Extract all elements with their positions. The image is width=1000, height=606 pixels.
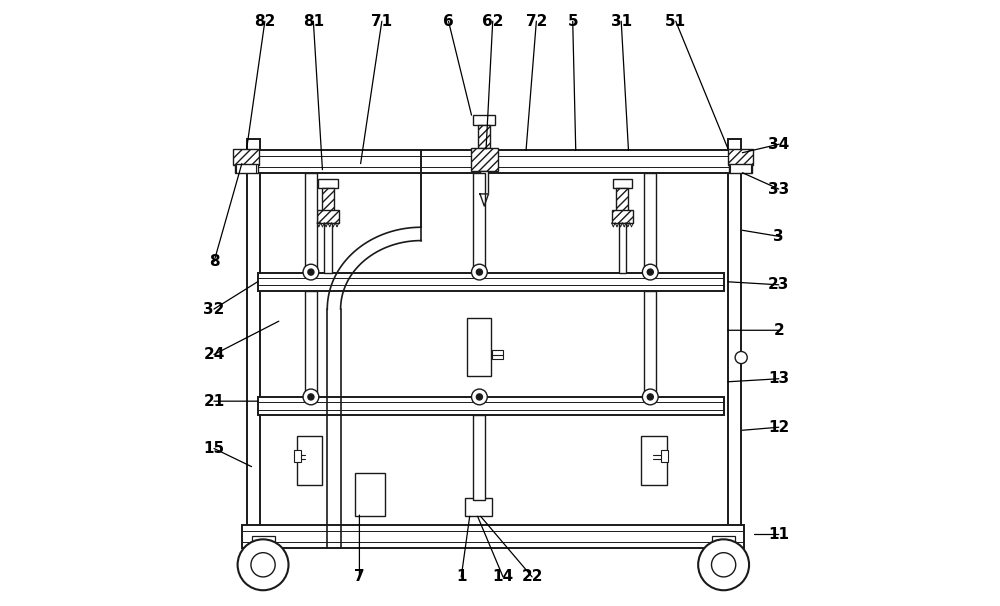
Bar	[612, 210, 633, 223]
Bar	[728, 139, 741, 536]
Text: 31: 31	[611, 14, 632, 28]
Circle shape	[472, 264, 487, 280]
Bar	[712, 536, 735, 545]
Text: 24: 24	[203, 347, 225, 362]
Bar	[324, 223, 332, 273]
Bar	[613, 179, 632, 188]
Bar	[713, 545, 718, 554]
Text: 22: 22	[521, 570, 543, 584]
Circle shape	[251, 553, 275, 577]
Text: 6: 6	[443, 14, 454, 28]
Circle shape	[303, 264, 319, 280]
Bar	[644, 291, 656, 397]
Bar	[258, 397, 724, 415]
Bar	[252, 536, 275, 545]
Circle shape	[472, 389, 487, 405]
Bar	[305, 291, 317, 397]
Circle shape	[735, 351, 747, 364]
Circle shape	[476, 394, 482, 400]
Bar	[492, 350, 503, 359]
Bar	[294, 450, 301, 462]
Text: 15: 15	[203, 441, 225, 456]
Polygon shape	[480, 194, 488, 206]
Text: 7: 7	[354, 570, 365, 584]
Text: 82: 82	[254, 14, 276, 28]
Circle shape	[647, 269, 653, 275]
Circle shape	[698, 539, 749, 590]
Circle shape	[308, 269, 314, 275]
Bar	[305, 173, 317, 273]
Circle shape	[308, 394, 314, 400]
Bar	[661, 450, 668, 462]
Bar	[478, 125, 490, 148]
Text: 72: 72	[526, 14, 547, 28]
Bar	[297, 436, 322, 485]
Circle shape	[476, 269, 482, 275]
Bar	[473, 173, 485, 273]
Bar	[233, 149, 259, 165]
Text: 62: 62	[482, 14, 503, 28]
Bar	[729, 164, 752, 173]
Text: 12: 12	[768, 420, 789, 435]
Text: 8: 8	[209, 255, 219, 269]
Bar	[729, 545, 735, 554]
Bar	[465, 498, 492, 516]
Text: 1: 1	[456, 570, 466, 584]
Bar	[616, 188, 628, 211]
Text: 32: 32	[203, 302, 225, 316]
Bar	[473, 115, 495, 125]
Bar	[247, 139, 260, 536]
Bar	[322, 188, 334, 211]
Circle shape	[238, 539, 289, 590]
Text: 21: 21	[203, 394, 225, 408]
Text: 71: 71	[371, 14, 392, 28]
Text: 3: 3	[773, 229, 784, 244]
Bar	[471, 148, 498, 171]
Text: 5: 5	[567, 14, 578, 28]
Circle shape	[642, 389, 658, 405]
Bar	[619, 223, 626, 273]
Bar	[235, 164, 258, 173]
Text: 51: 51	[665, 14, 686, 28]
Bar	[317, 210, 339, 223]
Circle shape	[303, 389, 319, 405]
Text: 2: 2	[773, 323, 784, 338]
Circle shape	[642, 264, 658, 280]
Bar	[242, 525, 744, 548]
Circle shape	[711, 553, 736, 577]
Bar	[355, 473, 385, 516]
Bar	[258, 273, 724, 291]
Bar	[242, 150, 744, 173]
Bar	[252, 545, 258, 554]
Bar	[641, 436, 667, 485]
Bar	[728, 149, 753, 165]
Text: 34: 34	[768, 137, 789, 152]
Text: 23: 23	[768, 278, 789, 292]
Bar	[473, 415, 485, 500]
Bar	[644, 173, 656, 273]
Text: 13: 13	[768, 371, 789, 386]
Bar	[318, 179, 338, 188]
Circle shape	[647, 394, 653, 400]
Bar	[269, 545, 274, 554]
Text: 11: 11	[768, 527, 789, 542]
Bar	[467, 318, 491, 376]
Text: 81: 81	[303, 14, 324, 28]
Text: 33: 33	[768, 182, 789, 196]
Bar	[480, 171, 488, 194]
Text: 14: 14	[492, 570, 514, 584]
